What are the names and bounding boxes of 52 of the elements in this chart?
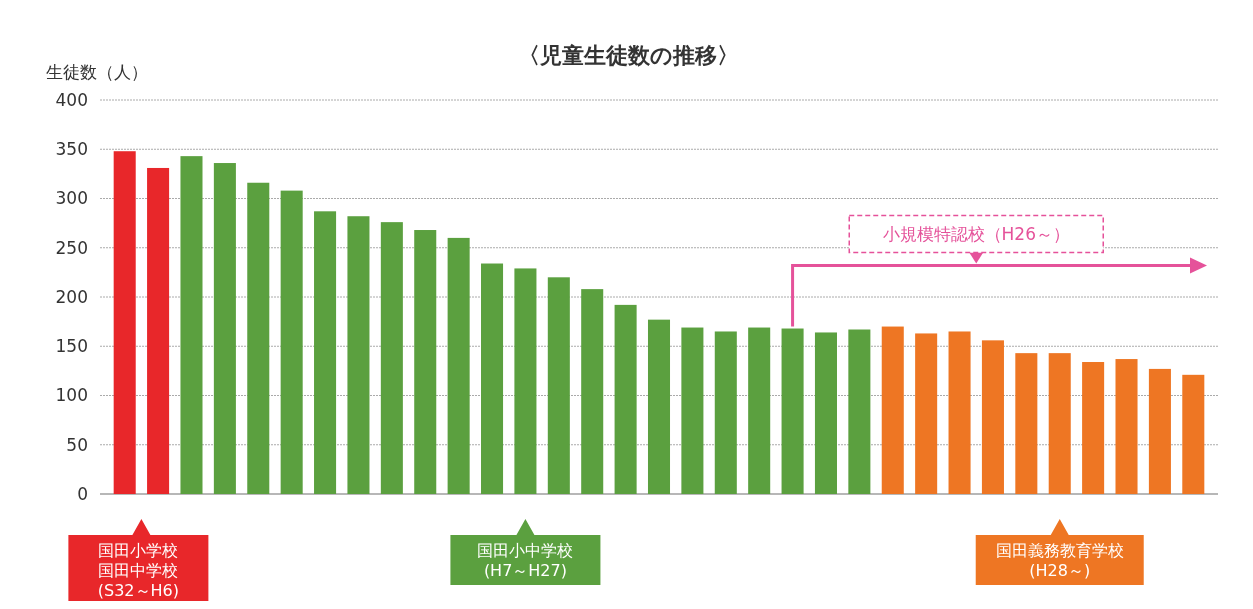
- y-tick-label: 350: [55, 139, 88, 160]
- bar: [414, 230, 437, 494]
- y-tick-label: 300: [55, 188, 88, 209]
- bar: [514, 268, 537, 494]
- text: 国田小学校: [98, 541, 179, 560]
- y-axis-title: 生徒数（人）: [46, 62, 148, 82]
- bar: [380, 222, 403, 494]
- bar: [280, 190, 303, 494]
- annotation: 小規模特認校（H26～）: [882, 224, 1070, 245]
- bar: [915, 333, 938, 494]
- y-tick-label: 50: [66, 434, 88, 455]
- bar: [647, 319, 671, 494]
- text: (S32～H6): [97, 581, 179, 600]
- chart-title: 〈児童生徒数の推移〉: [517, 43, 739, 68]
- bar: [1048, 353, 1071, 494]
- y-tick-label: 200: [55, 286, 88, 307]
- bar: [314, 211, 337, 494]
- bar: [147, 167, 170, 494]
- bar: [1115, 359, 1138, 494]
- bar: [481, 263, 504, 494]
- bar: [180, 156, 203, 494]
- text: (H7～H27): [483, 561, 567, 580]
- text: 国田中学校: [98, 561, 179, 580]
- bar: [948, 331, 971, 494]
- bar: [614, 304, 637, 494]
- bar: [547, 277, 570, 494]
- text: 国田義務教育学校: [995, 541, 1124, 560]
- y-tick-label: 250: [55, 237, 88, 258]
- bar: [581, 289, 604, 494]
- bar: [1148, 368, 1171, 494]
- bar: [1082, 362, 1105, 494]
- text: (H28～): [1029, 561, 1091, 580]
- bar: [781, 328, 804, 494]
- bar: [447, 237, 470, 494]
- text: 国田小中学校: [477, 541, 574, 560]
- bar: [1015, 353, 1038, 494]
- bar: [113, 151, 136, 494]
- bar: [714, 331, 737, 494]
- y-tick-label: 150: [55, 336, 88, 357]
- bar: [848, 329, 871, 494]
- bar: [981, 340, 1004, 494]
- bar: [748, 327, 771, 494]
- y-tick-label: 400: [55, 89, 88, 110]
- bar: [814, 332, 837, 494]
- bar: [681, 327, 704, 494]
- bar: [1182, 374, 1205, 494]
- bar: [213, 163, 236, 494]
- bar: [347, 216, 370, 494]
- y-tick-label: 0: [77, 483, 88, 504]
- bar: [247, 182, 270, 494]
- y-tick-label: 100: [55, 385, 88, 406]
- bar: [881, 326, 904, 494]
